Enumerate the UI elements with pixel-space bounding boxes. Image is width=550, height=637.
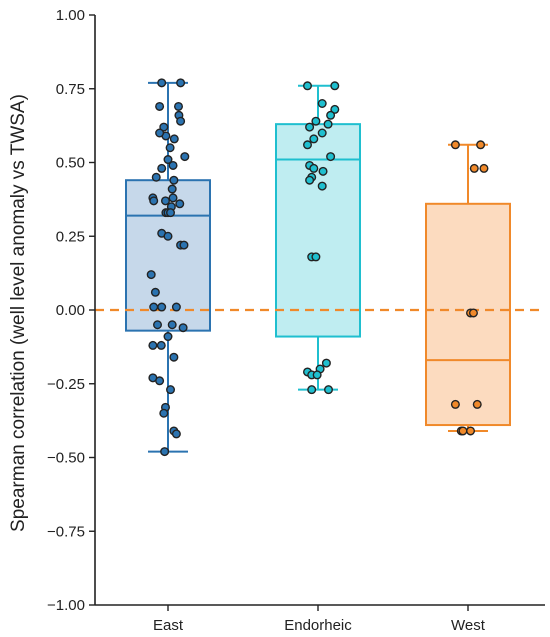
- data-point: [318, 166, 328, 176]
- data-point: [312, 370, 322, 380]
- data-point: [156, 340, 166, 350]
- data-point: [168, 193, 178, 203]
- box-group-endorheic: [275, 84, 361, 391]
- y-tick-label: 0.75: [56, 81, 85, 98]
- data-point: [173, 101, 183, 111]
- y-tick-label: 0.00: [56, 302, 85, 319]
- y-tick-label: 0.50: [56, 155, 85, 172]
- data-point: [157, 302, 167, 312]
- y-tick-label: −1.00: [47, 597, 85, 614]
- data-point: [180, 152, 190, 162]
- points-west: [450, 140, 489, 436]
- data-point: [167, 320, 177, 330]
- points-east: [146, 78, 190, 457]
- data-point: [179, 240, 189, 250]
- data-point: [152, 320, 162, 330]
- data-point: [303, 81, 313, 91]
- data-point: [326, 110, 336, 120]
- data-point: [458, 426, 468, 436]
- data-point: [178, 323, 188, 333]
- box-iqr: [275, 123, 361, 338]
- data-point: [168, 160, 178, 170]
- data-point: [330, 81, 340, 91]
- x-tick-label: Endorheic: [284, 617, 352, 634]
- data-point: [324, 385, 334, 395]
- data-point: [146, 270, 156, 280]
- data-point: [151, 172, 161, 182]
- data-point: [171, 429, 181, 439]
- plot-area: [95, 78, 545, 457]
- data-point: [472, 399, 482, 409]
- y-tick-label: −0.75: [47, 523, 85, 540]
- data-point: [166, 208, 176, 218]
- data-point: [159, 122, 169, 132]
- data-point: [323, 119, 333, 129]
- y-tick-label: 1.00: [56, 7, 85, 24]
- data-point: [309, 163, 319, 173]
- data-point: [160, 447, 170, 457]
- data-point: [317, 128, 327, 138]
- data-point: [450, 140, 460, 150]
- data-point: [479, 163, 489, 173]
- data-point: [326, 152, 336, 162]
- data-point: [303, 140, 313, 150]
- data-point: [317, 98, 327, 108]
- data-point: [171, 302, 181, 312]
- data-point: [169, 175, 179, 185]
- data-point: [450, 399, 460, 409]
- data-point: [167, 184, 177, 194]
- data-point: [305, 175, 315, 185]
- data-point: [157, 78, 167, 88]
- data-point: [321, 358, 331, 368]
- data-point: [307, 385, 317, 395]
- data-point: [476, 140, 486, 150]
- data-point: [305, 122, 315, 132]
- data-point: [148, 340, 158, 350]
- data-point: [469, 163, 479, 173]
- data-point: [166, 385, 176, 395]
- data-point: [468, 308, 478, 318]
- data-point: [169, 352, 179, 362]
- x-tick-label: West: [451, 617, 486, 634]
- box-group-west: [425, 143, 511, 432]
- data-point: [165, 143, 175, 153]
- data-point: [155, 128, 165, 138]
- y-tick-label: 0.25: [56, 228, 85, 245]
- data-point: [163, 332, 173, 342]
- data-point: [149, 302, 159, 312]
- axes: 1.00 0.75 0.50 0.25 0.00 −0.25 −0.50 −0.75 −1.00…: [8, 7, 545, 634]
- x-tick-label: East: [153, 617, 184, 634]
- data-point: [176, 78, 186, 88]
- data-point: [155, 376, 165, 386]
- data-point: [163, 155, 173, 165]
- points-endorheic: [303, 81, 340, 395]
- data-point: [176, 116, 186, 126]
- data-point: [163, 231, 173, 241]
- data-point: [149, 196, 159, 206]
- data-point: [330, 104, 340, 114]
- data-point: [309, 134, 319, 144]
- data-point: [150, 287, 160, 297]
- data-point: [175, 199, 185, 209]
- data-point: [466, 426, 476, 436]
- y-axis-title: Spearman correlation (well level anomaly…: [8, 94, 29, 532]
- data-point: [159, 408, 169, 418]
- x-axis-ticks: East Endorheic West: [153, 605, 486, 634]
- y-tick-label: −0.50: [47, 450, 85, 467]
- data-point: [160, 196, 170, 206]
- y-axis-ticks: 1.00 0.75 0.50 0.25 0.00 −0.25 −0.50 −0.75 −1.00: [47, 7, 95, 614]
- data-point: [157, 163, 167, 173]
- data-point: [155, 101, 165, 111]
- data-point: [169, 134, 179, 144]
- data-point: [317, 181, 327, 191]
- data-point: [311, 116, 321, 126]
- y-tick-label: −0.25: [47, 376, 85, 393]
- data-point: [311, 252, 321, 262]
